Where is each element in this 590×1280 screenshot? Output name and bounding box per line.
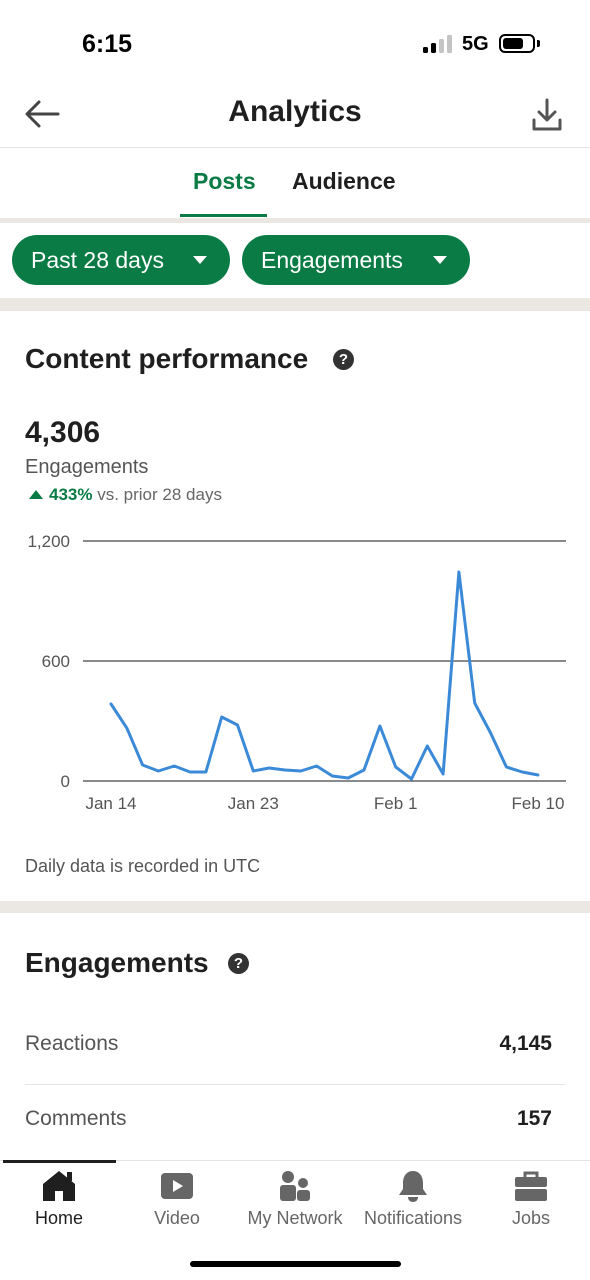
app-header: Analytics bbox=[0, 88, 590, 148]
x-tick-label: Feb 10 bbox=[512, 794, 565, 813]
help-icon[interactable]: ? bbox=[333, 349, 354, 370]
chart-note: Daily data is recorded in UTC bbox=[25, 856, 261, 876]
total-label: Engagements bbox=[25, 456, 149, 478]
metric-dropdown[interactable]: Engagements bbox=[242, 235, 470, 285]
delta-percent: 433% bbox=[49, 485, 93, 504]
nav-notifications[interactable]: Notifications bbox=[354, 1161, 472, 1241]
page-title: Analytics bbox=[228, 95, 362, 128]
battery-tip bbox=[537, 40, 540, 47]
x-tick-label: Jan 23 bbox=[228, 794, 279, 813]
y-tick-label: 600 bbox=[42, 652, 70, 671]
row-value: 4,145 bbox=[499, 1032, 552, 1055]
content-performance-card: Content performance ? 4,306 Engagements … bbox=[0, 311, 590, 901]
back-arrow-icon bbox=[25, 100, 60, 128]
nav-label: Notifications bbox=[363, 1208, 463, 1228]
nav-jobs[interactable]: Jobs bbox=[472, 1161, 590, 1241]
download-button[interactable] bbox=[526, 94, 568, 136]
total-engagements: 4,306 bbox=[25, 416, 101, 449]
home-icon bbox=[43, 1171, 75, 1201]
active-tab-indicator bbox=[180, 214, 267, 217]
bottom-navigation: Home Video My Network Notifications Job bbox=[0, 1160, 590, 1280]
nav-video[interactable]: Video bbox=[118, 1161, 236, 1241]
nav-label: Jobs bbox=[511, 1208, 551, 1228]
row-value: 157 bbox=[516, 1107, 552, 1130]
metric-label: Engagements bbox=[261, 247, 403, 273]
engagements-card: Engagements ? Reactions 4,145 Comments 1… bbox=[0, 913, 590, 1160]
bell-icon bbox=[399, 1171, 427, 1202]
tab-audience[interactable]: Audience bbox=[292, 168, 396, 194]
section-divider bbox=[0, 298, 590, 311]
help-icon[interactable]: ? bbox=[228, 953, 249, 974]
download-icon bbox=[532, 98, 562, 131]
section-title: Content performance bbox=[25, 343, 309, 374]
nav-label: My Network bbox=[247, 1208, 343, 1228]
delta-text: vs. prior 28 days bbox=[97, 485, 222, 504]
engagement-row-comments[interactable]: Comments 157 bbox=[25, 1085, 565, 1160]
engagement-row-reactions[interactable]: Reactions 4,145 bbox=[25, 1010, 565, 1085]
briefcase-icon bbox=[515, 1171, 547, 1201]
network-icon bbox=[280, 1171, 310, 1201]
signal-icon bbox=[423, 35, 453, 53]
nav-label: Home bbox=[34, 1208, 83, 1228]
caret-down-icon bbox=[433, 256, 447, 264]
filter-bar: Past 28 days Engagements bbox=[0, 223, 590, 299]
x-tick-label: Jan 14 bbox=[85, 794, 136, 813]
status-time: 6:15 bbox=[82, 30, 133, 58]
delta-row: 433% vs. prior 28 days bbox=[29, 485, 222, 505]
row-label: Comments bbox=[25, 1107, 127, 1130]
back-button[interactable] bbox=[22, 96, 62, 132]
battery-icon bbox=[499, 34, 535, 53]
series-line bbox=[109, 570, 540, 781]
section-title: Engagements bbox=[25, 947, 209, 978]
x-tick-label: Feb 1 bbox=[374, 794, 417, 813]
nav-home[interactable]: Home bbox=[0, 1161, 118, 1241]
arrow-up-icon bbox=[29, 490, 43, 499]
divider bbox=[0, 218, 590, 223]
status-bar: 6:15 5G bbox=[0, 0, 590, 88]
section-divider bbox=[0, 901, 590, 913]
video-icon bbox=[161, 1173, 193, 1199]
home-indicator bbox=[190, 1261, 401, 1267]
date-range-dropdown[interactable]: Past 28 days bbox=[12, 235, 230, 285]
active-nav-indicator bbox=[3, 1160, 116, 1163]
y-tick-label: 1,200 bbox=[27, 532, 70, 551]
nav-my-network[interactable]: My Network bbox=[236, 1161, 354, 1241]
network-type: 5G bbox=[462, 33, 489, 55]
caret-down-icon bbox=[193, 256, 207, 264]
y-tick-label: 0 bbox=[61, 772, 70, 791]
nav-label: Video bbox=[154, 1208, 200, 1228]
engagements-line-chart: 0 600 1,200 Jan 14 Jan 23 Feb 1 Feb 10 bbox=[27, 532, 566, 813]
row-label: Reactions bbox=[25, 1032, 119, 1055]
date-range-label: Past 28 days bbox=[31, 247, 164, 273]
tab-posts[interactable]: Posts bbox=[193, 168, 256, 194]
row-divider bbox=[25, 1084, 565, 1085]
tab-bar: Posts Audience bbox=[0, 148, 590, 220]
